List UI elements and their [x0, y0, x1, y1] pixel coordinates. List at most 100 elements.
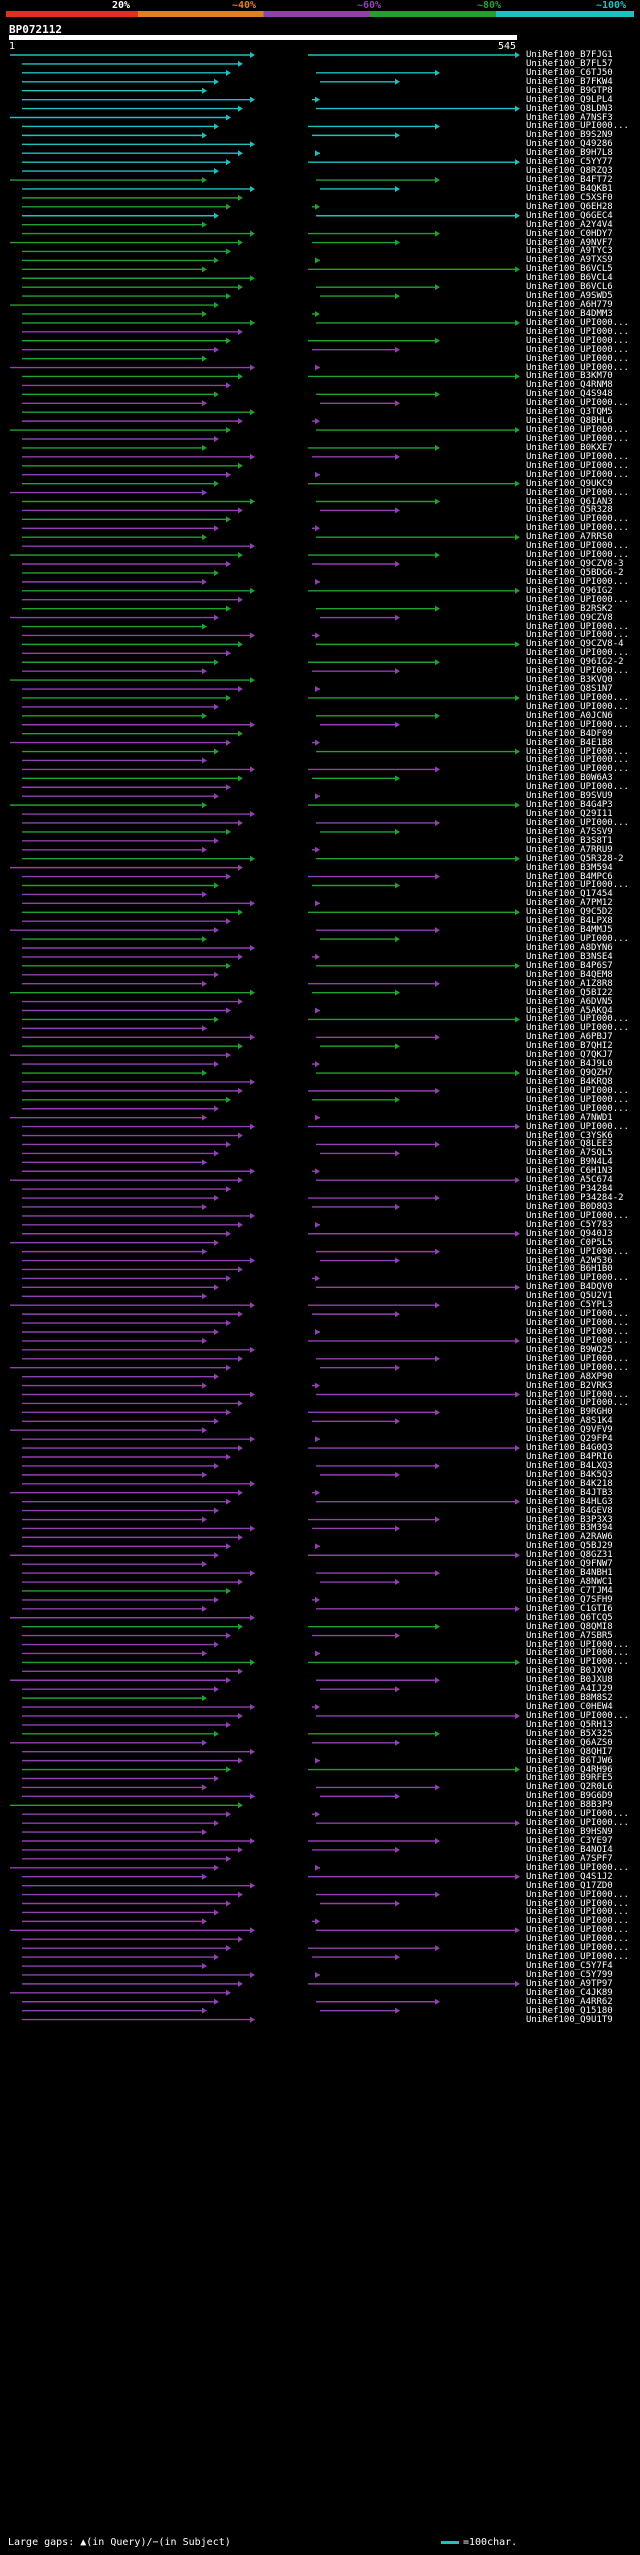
hit-label[interactable]: UniRef100_A4IJ29: [526, 1684, 613, 1695]
hit-label[interactable]: UniRef100_A7PM12: [526, 898, 613, 909]
hit-label[interactable]: UniRef100_B3KM70: [526, 371, 613, 382]
hit-label[interactable]: UniRef100_P34284: [526, 1184, 613, 1195]
hit-label[interactable]: UniRef100_UPI000...: [526, 523, 629, 534]
hit-label[interactable]: UniRef100_B4E1B8: [526, 737, 613, 748]
hit-label[interactable]: UniRef100_Q8GZ31: [526, 1550, 613, 1561]
hit-label[interactable]: UniRef100_UPI000...: [526, 817, 629, 828]
hit-label[interactable]: UniRef100_A8DYN6: [526, 943, 613, 953]
hit-label[interactable]: UniRef100_B8M8S2: [526, 1693, 613, 1704]
hit-label[interactable]: UniRef100_Q8S1N7: [526, 684, 613, 695]
hit-label[interactable]: UniRef100_UPI000...: [526, 1943, 629, 1954]
hit-label[interactable]: UniRef100_A7SBR5: [526, 1630, 613, 1641]
hit-label[interactable]: UniRef100_C5Y783: [526, 1219, 613, 1230]
hit-label[interactable]: UniRef100_B9GTP8: [526, 85, 613, 96]
hit-label[interactable]: UniRef100_B4GEV8: [526, 1505, 613, 1516]
hit-label[interactable]: UniRef100_Q9VFV9: [526, 1425, 613, 1436]
hit-label[interactable]: UniRef100_B4DMM3: [526, 308, 613, 319]
hit-label[interactable]: UniRef100_B4LPX8: [526, 916, 613, 927]
hit-label[interactable]: UniRef100_UPI000...: [526, 1907, 629, 1918]
hit-label[interactable]: UniRef100_A6DVN5: [526, 996, 613, 1007]
hit-label[interactable]: UniRef100_UPI000...: [526, 1309, 629, 1320]
hit-label[interactable]: UniRef100_B8B3P9: [526, 1800, 613, 1811]
hit-label[interactable]: UniRef100_Q9C5D2: [526, 907, 613, 918]
hit-label[interactable]: UniRef100_UPI000...: [526, 1353, 629, 1364]
hit-label[interactable]: UniRef100_A9TXS9: [526, 255, 613, 266]
hit-label[interactable]: UniRef100_C0HEW4: [526, 1702, 613, 1713]
hit-label[interactable]: UniRef100_UPI000...: [526, 1398, 629, 1409]
hit-label[interactable]: UniRef100_UPI000...: [526, 326, 629, 337]
hit-label[interactable]: UniRef100_UPI000...: [526, 1862, 629, 1873]
hit-label[interactable]: UniRef100_B9H7L8: [526, 148, 613, 159]
hit-label[interactable]: UniRef100_UPI000...: [526, 1362, 629, 1373]
hit-label[interactable]: UniRef100_Q17ZD0: [526, 1880, 613, 1891]
hit-label[interactable]: UniRef100_UPI000...: [526, 487, 629, 498]
hit-label[interactable]: UniRef100_C5YY77: [526, 157, 613, 168]
hit-label[interactable]: UniRef100_UPI000...: [526, 576, 629, 587]
hit-label[interactable]: UniRef100_Q9U1T9: [526, 2014, 613, 2025]
hit-label[interactable]: UniRef100_Q6AZS0: [526, 1737, 613, 1748]
hit-label[interactable]: UniRef100_A9SWD5: [526, 291, 613, 302]
hit-label[interactable]: UniRef100_UPI000...: [526, 1014, 629, 1025]
hit-label[interactable]: UniRef100_A6H779: [526, 300, 613, 311]
hit-label[interactable]: UniRef100_A2Y4V4: [526, 219, 613, 230]
hit-label[interactable]: UniRef100_C6H1N3: [526, 1166, 613, 1177]
hit-label[interactable]: UniRef100_UPI000...: [526, 1246, 629, 1257]
hit-label[interactable]: UniRef100_A1Z8R8: [526, 978, 613, 989]
hit-label[interactable]: UniRef100_UPI000...: [526, 1648, 629, 1659]
hit-label[interactable]: UniRef100_B4LXQ3: [526, 1460, 613, 1471]
hit-label[interactable]: UniRef100_C0P5L5: [526, 1237, 613, 1248]
hit-label[interactable]: UniRef100_UPI000...: [526, 1094, 629, 1105]
hit-label[interactable]: UniRef100_B6VCL4: [526, 273, 613, 284]
hit-label[interactable]: UniRef100_UPI000...: [526, 764, 629, 775]
hit-label[interactable]: UniRef100_Q5R328: [526, 505, 613, 516]
hit-label[interactable]: UniRef100_Q940J3: [526, 1228, 613, 1239]
hit-label[interactable]: UniRef100_B4K218: [526, 1478, 613, 1489]
hit-label[interactable]: UniRef100_A5AKQ4: [526, 1005, 613, 1016]
hit-label[interactable]: UniRef100_UPI000...: [526, 514, 629, 525]
hit-label[interactable]: UniRef100_A7NSF3: [526, 112, 613, 123]
hit-label[interactable]: UniRef100_Q5RH13: [526, 1719, 613, 1730]
hit-label[interactable]: UniRef100_Q9QZH7: [526, 1068, 613, 1079]
hit-label[interactable]: UniRef100_B4NOI4: [526, 1844, 613, 1855]
hit-label[interactable]: UniRef100_Q29FP4: [526, 1434, 613, 1445]
hit-label[interactable]: UniRef100_A9TYC3: [526, 246, 613, 257]
hit-label[interactable]: UniRef100_UPI000...: [526, 1121, 629, 1132]
hit-label[interactable]: UniRef100_B9RGH0: [526, 1407, 613, 1418]
hit-label[interactable]: UniRef100_Q15180: [526, 2005, 613, 2016]
hit-label[interactable]: UniRef100_Q2R0L6: [526, 1782, 613, 1793]
hit-label[interactable]: UniRef100_B2RSK2: [526, 603, 613, 614]
hit-label[interactable]: UniRef100_UPI000...: [526, 692, 629, 703]
hit-label[interactable]: UniRef100_B6TJW6: [526, 1755, 613, 1766]
hit-label[interactable]: UniRef100_B6VCL5: [526, 264, 613, 275]
hit-label[interactable]: UniRef100_A7SPF7: [526, 1853, 613, 1864]
hit-label[interactable]: UniRef100_B7QHI2: [526, 1041, 613, 1052]
hit-label[interactable]: UniRef100_Q6IAN3: [526, 496, 613, 507]
hit-label[interactable]: UniRef100_C3YSK6: [526, 1130, 613, 1141]
hit-label[interactable]: UniRef100_C3YE97: [526, 1836, 613, 1846]
hit-label[interactable]: UniRef100_B4QEM8: [526, 969, 613, 980]
hit-label[interactable]: UniRef100_UPI000...: [526, 1318, 629, 1329]
hit-label[interactable]: UniRef100_UPI000...: [526, 344, 629, 355]
hit-label[interactable]: UniRef100_B9N4L4: [526, 1157, 613, 1168]
hit-label[interactable]: UniRef100_UPI000...: [526, 398, 629, 409]
hit-label[interactable]: UniRef100_UPI000...: [526, 433, 629, 444]
hit-label[interactable]: UniRef100_Q5U2V1: [526, 1291, 613, 1302]
hit-label[interactable]: UniRef100_UPI000...: [526, 460, 629, 471]
hit-label[interactable]: UniRef100_UPI000...: [526, 1916, 629, 1927]
hit-label[interactable]: UniRef100_B9RFE5: [526, 1773, 613, 1784]
hit-label[interactable]: UniRef100_A7SQL5: [526, 1148, 613, 1159]
hit-label[interactable]: UniRef100_A8NWC1: [526, 1577, 613, 1588]
hit-label[interactable]: UniRef100_Q9LPL4: [526, 94, 613, 105]
hit-label[interactable]: UniRef100_C5Y7F4: [526, 1961, 613, 1972]
hit-label[interactable]: UniRef100_A8XP90: [526, 1371, 613, 1382]
hit-label[interactable]: UniRef100_B4JTB3: [526, 1487, 613, 1498]
hit-label[interactable]: UniRef100_A8S1K4: [526, 1416, 613, 1427]
hit-label[interactable]: UniRef100_C0HDY7: [526, 228, 613, 239]
hit-label[interactable]: UniRef100_UPI000...: [526, 746, 629, 757]
hit-label[interactable]: UniRef100_C4JK89: [526, 1987, 613, 1998]
hit-label[interactable]: UniRef100_UPI000...: [526, 755, 629, 766]
hit-label[interactable]: UniRef100_UPI000...: [526, 1657, 629, 1668]
hit-label[interactable]: UniRef100_Q8BHL6: [526, 416, 613, 427]
hit-label[interactable]: UniRef100_B4PRI6: [526, 1452, 613, 1462]
hit-label[interactable]: UniRef100_C6TJ50: [526, 67, 613, 78]
